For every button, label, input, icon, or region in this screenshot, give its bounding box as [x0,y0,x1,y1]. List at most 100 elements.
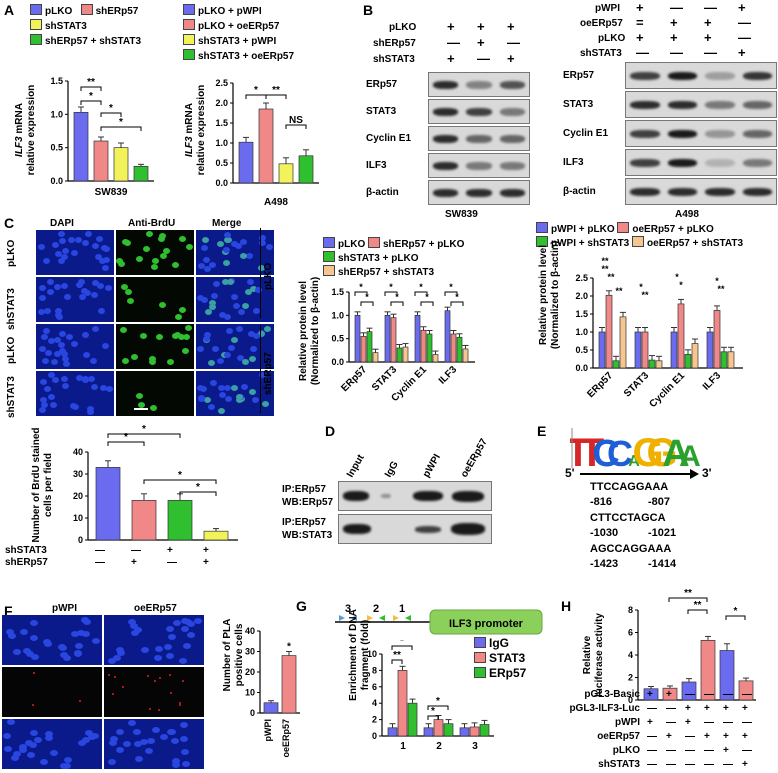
sign: + [670,30,678,45]
direction-arrow [580,473,692,475]
lane-label: Input [345,452,367,480]
legend-item: oeERp57 + shSTAT3 [647,238,744,249]
cell-nucleus [71,249,79,256]
significance-bracket [285,124,307,129]
cell-nucleus [179,236,187,243]
category-label: ILF3 [437,364,460,387]
site-number: 3 [345,603,351,615]
bar [238,141,254,184]
cell-nucleus [39,759,48,766]
significance-label: * [425,292,429,302]
merge-image [195,276,275,323]
blot-band [630,187,660,196]
legend-item: pWPI + pLKO [551,224,615,235]
cell-nucleus [87,408,95,415]
cell-nucleus [61,254,69,261]
bar [133,165,149,182]
sign: — [666,745,676,756]
significance-bracket [725,615,746,620]
cell-nucleus [70,341,78,348]
pla-dot [108,673,111,676]
significance-bracket [179,491,217,496]
cell-nucleus [29,729,38,736]
motif-logo: TTCCAGGAA [570,428,701,475]
cell-nucleus [61,350,69,357]
sign: + [636,30,644,45]
significance-bracket [107,433,181,438]
sign: — [738,15,751,30]
y-tick-label: 1.0 [575,327,588,337]
cell-nucleus [54,283,62,290]
blot-strip [625,149,777,176]
condition-label: pLKO [389,22,417,33]
motif-letter: T [580,431,604,475]
legend-swatch [536,236,548,247]
y-tick-label: 1.5 [331,287,344,297]
cell-nucleus [38,407,46,414]
brdu-ylabel: Number of BrdU stained cells per field [31,427,54,543]
cell-nucleus [76,374,84,381]
cell-nucleus [234,243,242,250]
significance-bracket [107,441,145,446]
y-tick-label: 4 [628,650,633,660]
cell-nucleus [185,243,193,250]
cell-nucleus [172,620,181,627]
cell-nucleus [86,405,94,412]
cell-nucleus [253,333,261,340]
blot-band [433,134,459,143]
sign: + [742,731,748,742]
cell-nucleus [209,261,217,268]
significance-label: * [287,641,291,652]
cell-nucleus [223,259,231,266]
significance-bracket [354,291,368,296]
category-label: oeERp57 [281,719,291,758]
legend-item: STAT3 [489,651,526,665]
cell-nucleus [118,261,126,268]
cell-nucleus [39,346,47,353]
cell-nucleus [92,325,100,332]
cell-nucleus [25,739,34,746]
cell-nucleus [43,638,52,645]
cell-nucleus [120,284,128,291]
row-label: pLKO [6,336,17,364]
cell-nucleus [82,331,90,338]
significance-label: * [395,292,399,302]
y-tick-label: 6 [372,682,377,692]
cell-nucleus [140,647,149,654]
blot-band [630,71,660,80]
blot-band [451,523,485,535]
y-tick-label: 30 [245,647,255,657]
sign: + [723,745,729,756]
cell-nucleus [4,745,13,752]
cell-nucleus [82,377,90,384]
position-start: -1423 [590,558,619,570]
sign: — [131,545,141,556]
primer-arrow [367,615,373,621]
blot-band [742,100,772,109]
significance-label: * [419,282,423,292]
panel-label-e: E [537,423,547,439]
primer-arrow [379,615,385,621]
category-label: pWPI [263,719,273,742]
cell-nucleus [204,331,212,338]
panel-label-a: A [4,2,15,18]
cell-nucleus [182,347,190,354]
cell-nucleus [116,728,125,735]
bar [691,343,699,369]
bar [423,727,434,737]
cell-nucleus [62,382,70,389]
cell-nucleus [52,242,60,249]
cell-nucleus [171,758,180,765]
bar [670,331,678,369]
brdu-image [115,370,195,417]
cell-nucleus [201,297,209,304]
cell-nucleus [227,279,235,286]
prime3-label: 3' [702,466,712,480]
cell-nucleus [130,629,139,636]
cell-nucleus [146,231,154,238]
cell-nucleus [178,657,187,664]
significance-bracket [391,659,403,664]
significance-label: * [124,432,128,443]
cell-nucleus [258,264,266,271]
cell-nucleus [235,394,243,401]
